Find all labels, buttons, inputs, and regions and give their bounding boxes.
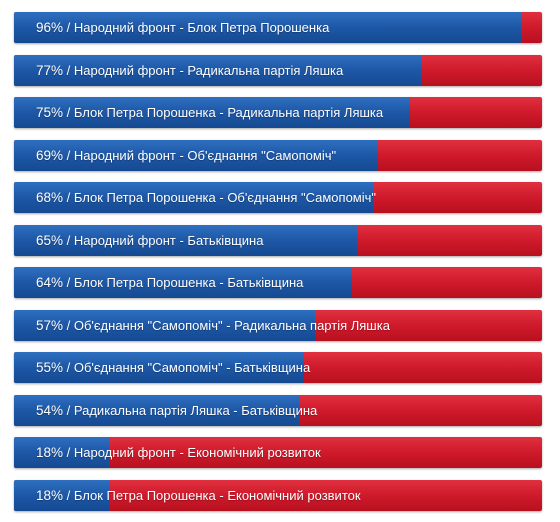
bar-category-label: Народний фронт - Радикальна партія Ляшка xyxy=(73,62,344,78)
bar-value-label: 77% xyxy=(36,62,64,78)
bar-value-label: 64% xyxy=(36,275,64,290)
bar-fill xyxy=(14,139,379,171)
bar-label: 18% / Блок Петра Порошенка - Економічний… xyxy=(36,480,361,511)
bar-value-label: 75% xyxy=(36,105,64,120)
label-separator: / xyxy=(63,487,74,503)
bar-label: 96% / Народний фронт - Блок Петра Пороше… xyxy=(36,12,329,43)
label-separator: / xyxy=(63,105,74,120)
bar-label: 68% / Блок Петра Порошенка - Об'єднання … xyxy=(36,182,376,213)
bar-category-label: Об'єднання "Самопоміч" - Радикальна парт… xyxy=(73,317,390,333)
bar-fill xyxy=(14,309,315,341)
bar-row: 64% / Блок Петра Порошенка - Батьківщина xyxy=(14,267,542,298)
bar-category-label: Народний фронт - Економічний розвиток xyxy=(73,445,321,460)
label-separator: / xyxy=(63,445,74,460)
bar-fill xyxy=(14,479,110,511)
bar-category-label: Об'єднання "Самопоміч" - Батьківщина xyxy=(73,360,311,375)
bar-label: 69% / Народний фронт - Об'єднання "Самоп… xyxy=(36,140,336,171)
bar-row: 75% / Блок Петра Порошенка - Радикальна … xyxy=(14,97,542,128)
bar-value-label: 55% xyxy=(36,360,64,375)
bar-label: 64% / Блок Петра Порошенка - Батьківщина xyxy=(36,267,303,298)
bar-label: 18% / Народний фронт - Економічний розви… xyxy=(36,437,321,468)
bar-row: 54% / Радикальна партія Ляшка - Батьківщ… xyxy=(14,394,542,426)
label-separator: / xyxy=(63,147,74,163)
bar-row: 68% / Блок Петра Порошенка - Об'єднання … xyxy=(14,182,542,213)
bar-value-label: 18% xyxy=(36,445,64,460)
bar-fill xyxy=(14,97,410,128)
bar-label: 77% / Народний фронт - Радикальна партія… xyxy=(36,55,343,86)
bar-value-label: 96% xyxy=(36,20,64,35)
bar-row: 55% / Об'єднання "Самопоміч" - Батьківщи… xyxy=(14,352,542,383)
bar-row: 65% / Народний фронт - Батьківщина xyxy=(14,224,542,256)
label-separator: / xyxy=(63,360,74,375)
bar-fill xyxy=(14,267,352,298)
bar-fill xyxy=(14,12,521,43)
bar-fill xyxy=(14,437,110,468)
bar-value-label: 65% xyxy=(36,232,64,248)
bar-value-label: 54% xyxy=(36,402,64,418)
bar-category-label: Блок Петра Порошенка - Радикальна партія… xyxy=(73,105,384,120)
bar-category-label: Народний фронт - Об'єднання "Самопоміч" xyxy=(73,147,337,163)
label-separator: / xyxy=(63,402,74,418)
bar-fill xyxy=(14,182,374,213)
bar-label: 65% / Народний фронт - Батьківщина xyxy=(36,225,263,256)
bar-value-label: 57% xyxy=(36,317,64,333)
label-separator: / xyxy=(63,232,74,248)
label-separator: / xyxy=(63,190,74,205)
bar-category-label: Народний фронт - Блок Петра Порошенка xyxy=(73,20,330,35)
bar-value-label: 18% xyxy=(36,487,64,503)
bar-fill xyxy=(14,352,305,383)
bar-label: 75% / Блок Петра Порошенка - Радикальна … xyxy=(36,97,383,128)
bar-chart: 96% / Народний фронт - Блок Петра Пороше… xyxy=(14,12,544,522)
bar-value-label: 69% xyxy=(36,147,64,163)
bar-row: 77% / Народний фронт - Радикальна партія… xyxy=(14,54,542,86)
bar-row: 69% / Народний фронт - Об'єднання "Самоп… xyxy=(14,139,542,171)
bar-fill xyxy=(14,224,358,256)
bar-value-label: 68% xyxy=(36,190,64,205)
bar-row: 96% / Народний фронт - Блок Петра Пороше… xyxy=(14,12,542,43)
bar-category-label: Радикальна партія Ляшка - Батьківщина xyxy=(73,402,318,418)
label-separator: / xyxy=(63,20,74,35)
bar-fill xyxy=(14,54,421,86)
bar-label: 54% / Радикальна партія Ляшка - Батьківщ… xyxy=(36,395,317,426)
label-separator: / xyxy=(63,317,74,333)
bar-row: 57% / Об'єднання "Самопоміч" - Радикальн… xyxy=(14,309,542,341)
label-separator: / xyxy=(63,275,74,290)
bar-row: 18% / Блок Петра Порошенка - Економічний… xyxy=(14,479,542,511)
label-separator: / xyxy=(63,62,74,78)
bar-category-label: Блок Петра Порошенка - Об'єднання "Самоп… xyxy=(73,190,377,205)
bar-category-label: Блок Петра Порошенка - Батьківщина xyxy=(73,275,304,290)
bar-label: 57% / Об'єднання "Самопоміч" - Радикальн… xyxy=(36,310,390,341)
bar-category-label: Блок Петра Порошенка - Економічний розви… xyxy=(73,487,361,503)
bar-category-label: Народний фронт - Батьківщина xyxy=(73,232,264,248)
bar-fill xyxy=(14,394,300,426)
bar-label: 55% / Об'єднання "Самопоміч" - Батьківщи… xyxy=(36,352,310,383)
bar-row: 18% / Народний фронт - Економічний розви… xyxy=(14,437,542,468)
